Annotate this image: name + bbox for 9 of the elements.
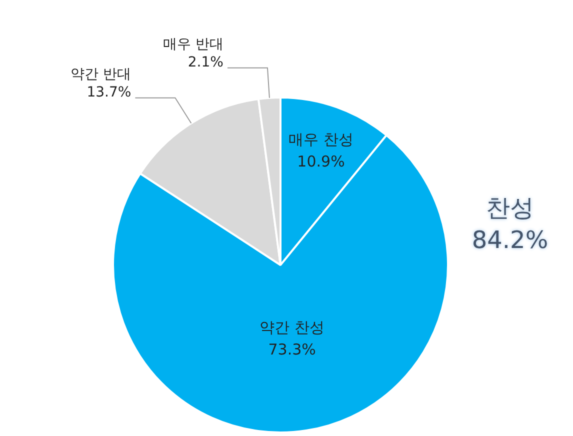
slice-label: 매우 찬성: [288, 130, 354, 148]
data-label: 10.9%: [297, 152, 345, 170]
data-label: 2.1%: [188, 54, 224, 71]
data-label: 73.3%: [268, 340, 316, 358]
data-label: 13.7%: [86, 84, 132, 101]
slice-label: 약간 찬성: [260, 318, 324, 336]
slice-label: 약간 반대: [70, 66, 132, 83]
slice-label: 매우 반대: [163, 36, 224, 53]
text: 찬성 84.2%: [472, 194, 548, 254]
